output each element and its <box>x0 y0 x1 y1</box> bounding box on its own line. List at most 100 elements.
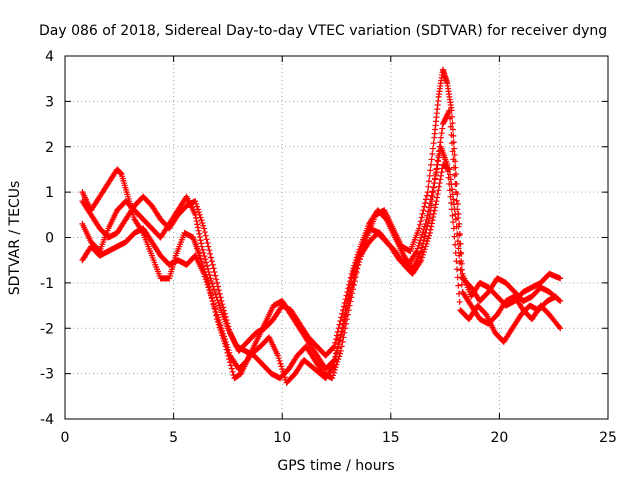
data-point <box>429 217 436 224</box>
y-tick-label: -4 <box>40 412 54 428</box>
data-point <box>454 206 461 213</box>
data-point <box>452 211 459 218</box>
data-point <box>344 304 351 311</box>
data-point <box>449 191 456 198</box>
data-point <box>205 284 212 291</box>
data-point <box>194 203 201 210</box>
data-point <box>352 271 359 278</box>
data-point <box>415 242 422 249</box>
data-point <box>356 246 363 253</box>
data-point <box>456 298 463 305</box>
data-point <box>201 225 208 232</box>
data-point <box>221 336 228 343</box>
data-point <box>226 326 233 333</box>
data-point <box>419 244 426 251</box>
data-point <box>213 308 220 315</box>
data-point <box>451 201 458 208</box>
data-point <box>425 219 432 226</box>
data-point <box>338 331 345 338</box>
data-point <box>453 197 460 204</box>
data-point <box>274 352 281 359</box>
data-point <box>458 266 465 273</box>
data-point <box>338 314 345 321</box>
data-point <box>209 280 216 287</box>
data-point <box>429 151 436 158</box>
data-point <box>450 219 457 226</box>
data-point <box>275 355 282 362</box>
data-point <box>437 172 444 179</box>
data-point <box>430 184 437 191</box>
data-point <box>198 217 205 224</box>
data-point <box>437 176 444 183</box>
data-point <box>210 286 217 293</box>
data-point <box>448 131 455 138</box>
data-point <box>556 323 563 330</box>
data-point <box>207 292 214 299</box>
data-point <box>220 304 227 311</box>
data-point <box>331 357 338 364</box>
data-point <box>416 221 423 228</box>
data-point <box>200 222 207 229</box>
data-point <box>429 188 436 195</box>
data-point <box>330 357 337 364</box>
series-track-d <box>79 107 564 359</box>
data-point <box>342 312 349 319</box>
data-point <box>456 252 463 259</box>
data-point <box>220 307 227 314</box>
data-point <box>213 276 220 283</box>
data-point <box>335 341 342 348</box>
y-tick-label: 0 <box>45 231 54 247</box>
data-point <box>445 108 452 115</box>
data-point <box>276 357 283 364</box>
data-point <box>197 214 204 221</box>
y-tick-labels: -4 -3 -2 -1 0 1 2 3 4 <box>40 49 54 428</box>
data-point <box>557 325 564 332</box>
data-point <box>339 338 346 345</box>
data-point <box>338 343 345 350</box>
data-point <box>214 314 221 321</box>
data-point <box>196 211 203 218</box>
data-point <box>220 330 227 337</box>
data-point <box>342 296 349 303</box>
y-tick-label: -1 <box>40 276 54 292</box>
data-point <box>193 200 200 207</box>
data-point <box>335 356 342 363</box>
data-point <box>351 262 358 269</box>
data-point <box>425 183 432 190</box>
data-point <box>207 275 214 282</box>
data-point <box>447 115 454 122</box>
data-point <box>212 306 219 313</box>
data-point <box>446 107 453 114</box>
data-point <box>435 187 442 194</box>
data-point <box>192 198 199 205</box>
data-point <box>422 200 429 207</box>
data-point <box>206 287 213 294</box>
data-point <box>199 219 206 226</box>
data-point <box>421 203 428 210</box>
data-point <box>197 255 204 262</box>
data-point <box>354 251 361 258</box>
data-point <box>333 336 340 343</box>
data-point <box>451 151 458 158</box>
data-point <box>333 347 340 354</box>
y-tick-label: -2 <box>40 321 54 337</box>
data-point <box>346 278 353 285</box>
data-point <box>427 167 434 174</box>
chart-title: Day 086 of 2018, Sidereal Day-to-day VTE… <box>39 23 607 39</box>
data-point <box>202 256 209 263</box>
data-point <box>424 189 431 196</box>
data-point <box>446 166 453 173</box>
data-point <box>333 350 340 357</box>
data-point <box>212 291 219 298</box>
data-point <box>436 148 443 155</box>
data-point <box>452 180 459 187</box>
data-point <box>438 130 445 137</box>
data-point <box>215 299 222 306</box>
y-tick-label: 2 <box>45 140 54 156</box>
x-tick-label: 25 <box>599 430 617 446</box>
y-tick-label: 4 <box>45 49 54 65</box>
data-point <box>416 239 423 246</box>
data-point <box>204 281 211 288</box>
data-point <box>426 172 433 179</box>
